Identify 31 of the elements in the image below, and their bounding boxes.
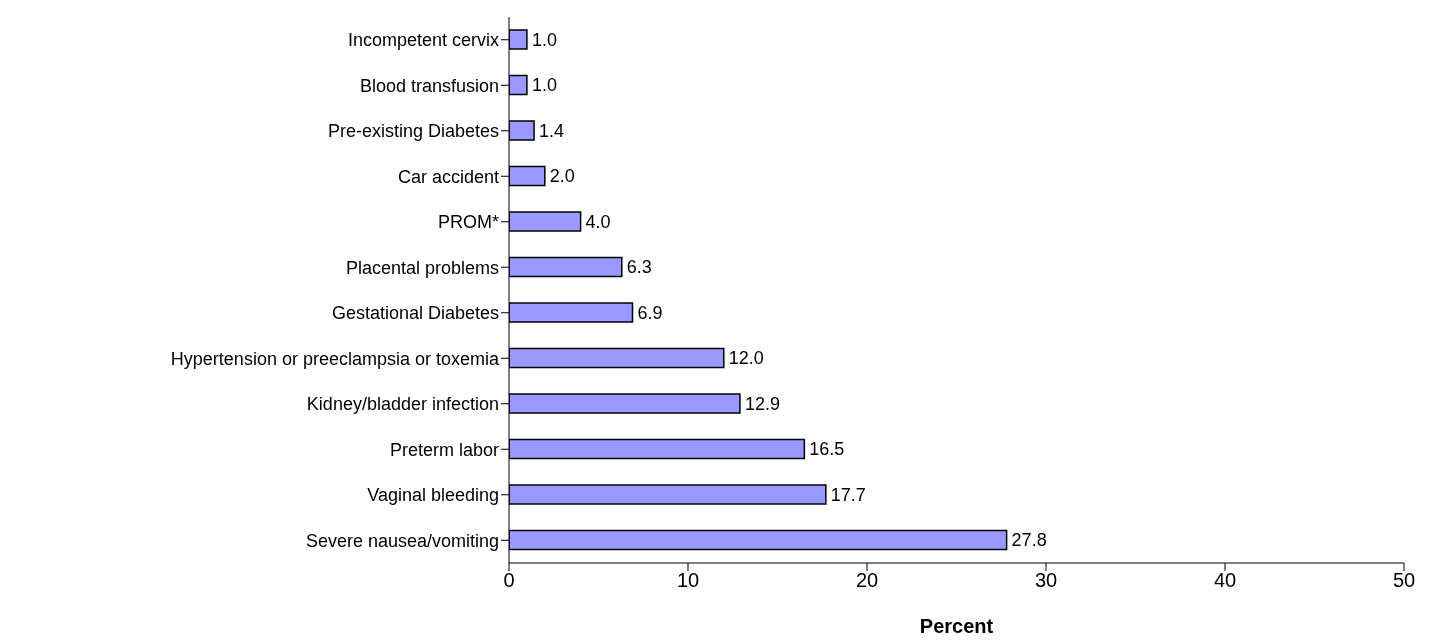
x-tick-label: 10 xyxy=(676,569,700,592)
x-tick-label: 50 xyxy=(1392,569,1416,592)
x-tick-label: 30 xyxy=(1034,569,1058,592)
y-tick-label: Kidney/bladder infection xyxy=(306,394,499,415)
data-label: 1.0 xyxy=(531,29,557,50)
data-label: 2.0 xyxy=(549,166,575,187)
y-tick-label: Vaginal bleeding xyxy=(367,485,499,506)
data-label: 1.0 xyxy=(531,75,557,96)
x-axis-title: Percent xyxy=(919,615,994,637)
y-tick-label: Blood transfusion xyxy=(359,75,499,96)
x-tick-label: 20 xyxy=(855,569,879,592)
y-tick-label: PROM* xyxy=(437,212,499,233)
y-tick-label: Severe nausea/vomiting xyxy=(305,530,499,551)
data-label: 27.8 xyxy=(1011,530,1047,551)
x-tick-label: 40 xyxy=(1213,569,1237,592)
data-label: 6.3 xyxy=(626,257,652,278)
y-tick-label: Hypertension or preeclampsia or toxemia xyxy=(170,348,500,369)
x-tick-label: 0 xyxy=(503,569,515,592)
y-tick-label: Pre-existing Diabetes xyxy=(327,121,499,142)
y-tick-label: Gestational Diabetes xyxy=(331,303,499,324)
data-label: 4.0 xyxy=(585,211,611,232)
data-label: 12.0 xyxy=(728,348,764,369)
data-label: 17.7 xyxy=(830,484,866,505)
y-tick-label: Incompetent cervix xyxy=(347,30,499,51)
data-label: 1.4 xyxy=(539,120,565,141)
data-label: 6.9 xyxy=(637,302,663,323)
data-label: 16.5 xyxy=(809,439,845,460)
data-label: 12.9 xyxy=(744,393,780,414)
y-tick-label: Preterm labor xyxy=(389,439,499,460)
y-tick-label: Placental problems xyxy=(345,257,499,278)
y-tick-label: Car accident xyxy=(397,166,499,187)
